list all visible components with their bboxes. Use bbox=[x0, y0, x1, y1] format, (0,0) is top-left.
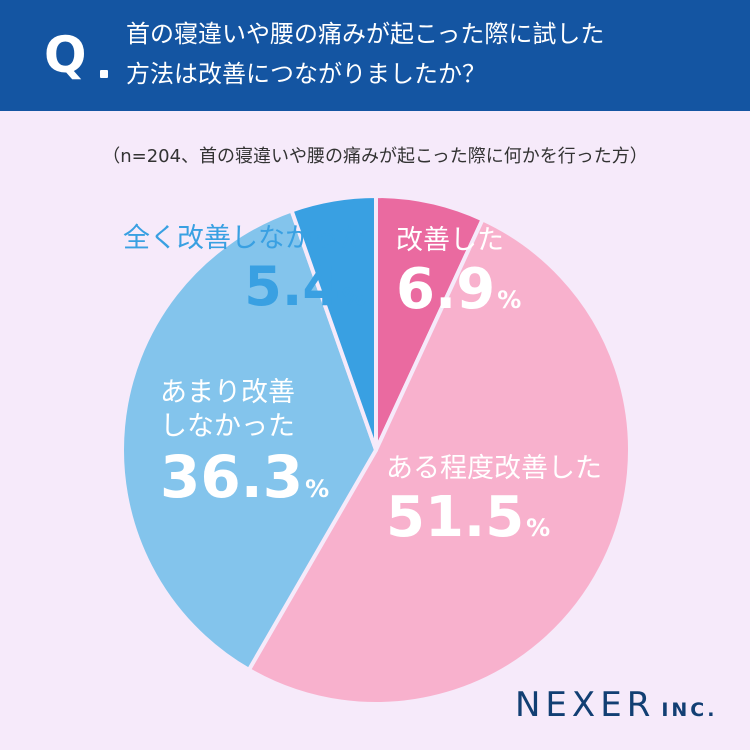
question-text: 首の寝違いや腰の痛みが起こった際に試した 方法は改善につながりましたか？ bbox=[126, 14, 726, 94]
sample-note: （n=204、首の寝違いや腰の痛みが起こった際に何かを行った方） bbox=[102, 146, 648, 167]
slice-value: 51.5 bbox=[386, 485, 525, 550]
question-mark: Q bbox=[44, 26, 87, 84]
slice-category-line: しなかった bbox=[160, 411, 295, 442]
slice-percent: 36.3% bbox=[160, 448, 329, 506]
pie-slices bbox=[120, 194, 632, 706]
slice-category-line: 改善した bbox=[396, 225, 504, 256]
logo-sub: INC. bbox=[661, 699, 718, 721]
slice-category: あまり改善 しなかった bbox=[160, 376, 329, 444]
company-logo: NEXER INC. bbox=[515, 685, 717, 725]
slice-category: 改善した bbox=[396, 224, 521, 258]
slice-category-line: あまり改善 bbox=[160, 377, 295, 408]
slice-category: ある程度改善した bbox=[386, 452, 602, 486]
question-line-1: 首の寝違いや腰の痛みが起こった際に試した bbox=[126, 20, 605, 48]
slice-value: 36.3 bbox=[160, 443, 304, 511]
pie-slice-4 bbox=[289, 194, 378, 452]
slice-value: 5.4 bbox=[244, 255, 340, 318]
slice-label-1: 改善した 6.9% bbox=[396, 224, 521, 318]
slice-value: 6.9 bbox=[396, 257, 496, 322]
slice-label-4: 全く改善しなかった 5.4% bbox=[123, 222, 366, 314]
question-banner: Q 首の寝違いや腰の痛みが起こった際に試した 方法は改善につながりましたか？ bbox=[0, 0, 750, 111]
slice-percent: 5.4% bbox=[123, 260, 366, 314]
slice-label-2: ある程度改善した 51.5% bbox=[386, 452, 602, 546]
question-mark-dot bbox=[100, 70, 108, 78]
logo-main: NEXER bbox=[515, 685, 656, 725]
slice-percent: 51.5% bbox=[386, 490, 602, 546]
pie-slice-1 bbox=[374, 194, 485, 452]
slice-category-line: 全く改善しなかった bbox=[123, 223, 366, 254]
pie-slice-2 bbox=[246, 217, 632, 706]
question-line-2: 方法は改善につながりましたか？ bbox=[126, 60, 486, 88]
pie-slice-3 bbox=[120, 208, 378, 672]
slice-category: 全く改善しなかった bbox=[123, 222, 366, 256]
slice-unit: % bbox=[305, 475, 330, 503]
slice-percent: 6.9% bbox=[396, 262, 521, 318]
slice-label-3: あまり改善 しなかった 36.3% bbox=[160, 376, 329, 506]
slice-unit: % bbox=[341, 283, 366, 311]
slice-unit: % bbox=[526, 514, 551, 542]
slice-unit: % bbox=[497, 286, 522, 314]
slice-category-line: ある程度改善した bbox=[386, 453, 602, 484]
